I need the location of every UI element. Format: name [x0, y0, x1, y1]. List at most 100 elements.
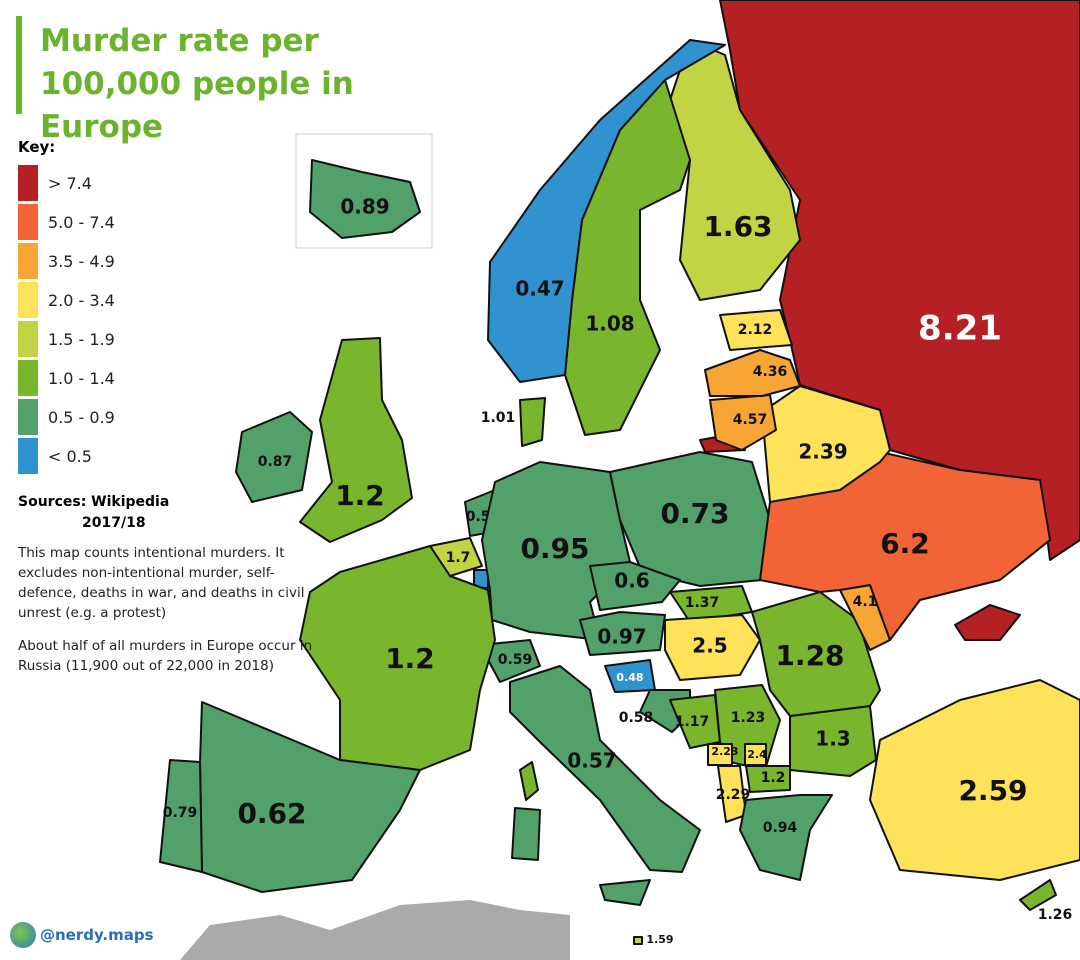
country-shape — [759, 451, 1051, 641]
sources: Sources: Wikipedia 2017/18 — [18, 492, 169, 534]
country-shape — [487, 39, 726, 383]
country: 1.59 — [633, 933, 674, 946]
country: 1.17 — [669, 694, 721, 749]
key-label: > 7.4 — [48, 173, 92, 193]
key-swatch — [18, 282, 38, 318]
key-label: 0.5 - 0.9 — [48, 407, 115, 427]
value-label: 0.95 — [520, 532, 589, 565]
country: 0.6 — [589, 561, 681, 611]
country-shape — [954, 604, 1021, 641]
key-item: 1.5 - 1.9 — [18, 321, 115, 357]
value-label: 0.73 — [660, 497, 729, 530]
key-label: 3.5 - 4.9 — [48, 251, 115, 271]
key-swatch — [18, 204, 38, 240]
country-shape — [704, 349, 801, 397]
value-label: 2.5 — [692, 634, 727, 658]
key-item: 3.5 - 4.9 — [18, 243, 115, 279]
value-label: 1.7 — [446, 550, 471, 566]
key-swatch — [18, 243, 38, 279]
country: 1.26 — [1019, 879, 1073, 923]
sources-period: 2017/18 — [82, 515, 146, 531]
value-label: 1.08 — [585, 312, 634, 336]
value-label: 1.2 — [335, 479, 385, 512]
value-label: 0.47 — [515, 277, 564, 301]
country: 0.87 — [235, 411, 313, 503]
value-label: 1.23 — [731, 710, 766, 726]
country: 2.4 — [744, 743, 767, 766]
key-swatch — [18, 321, 38, 357]
value-label: 1.26 — [1038, 907, 1073, 923]
country: 0.79 — [159, 759, 203, 873]
country: 0.95 — [481, 461, 631, 641]
value-label: 4.36 — [753, 364, 788, 380]
value-label: 0.87 — [258, 454, 293, 470]
country-shape — [664, 614, 761, 681]
key-swatch — [18, 360, 38, 396]
country-shape — [159, 759, 203, 873]
country-shape — [299, 545, 496, 771]
value-label: 2.23 — [711, 745, 738, 758]
country-shape — [751, 591, 881, 717]
country: 0.62 — [199, 701, 421, 893]
logo — [10, 922, 36, 948]
country: 4.36 — [704, 349, 801, 397]
country: 0.97 — [579, 611, 666, 656]
value-label: 4.57 — [733, 412, 768, 428]
country: 1.2 — [299, 337, 413, 543]
country: 0.94 — [739, 794, 833, 881]
title-bar — [16, 16, 22, 114]
value-label: 1.01 — [481, 410, 516, 426]
key-item: 2.0 - 3.4 — [18, 282, 115, 318]
value-label: 1.2 — [761, 770, 786, 786]
country: 6.2 — [759, 451, 1051, 641]
credit: @nerdy.maps — [40, 926, 154, 944]
country-shape — [761, 385, 891, 503]
value-label: 0.58 — [619, 710, 654, 726]
sources-label: Sources: Wikipedia — [18, 494, 170, 510]
country: 1.2 — [745, 765, 791, 793]
note: About half of all murders in Europe occu… — [18, 638, 313, 674]
country-shape — [1019, 879, 1057, 911]
country: 2.5 — [664, 614, 761, 681]
key-swatch — [18, 438, 38, 474]
value-label: 0.59 — [498, 652, 533, 668]
country: 1.2 — [299, 545, 539, 801]
country-shape — [719, 309, 793, 351]
country-shape — [519, 761, 539, 801]
country: 1.01 — [481, 397, 546, 447]
country-shape — [509, 665, 701, 873]
value-label: 2.12 — [738, 322, 773, 338]
key-item: 1.0 - 1.4 — [18, 360, 115, 396]
country-shape — [869, 679, 1080, 881]
value-label: 0.89 — [340, 195, 389, 219]
country: 1.7 — [429, 537, 483, 577]
country: 0.89 — [309, 159, 421, 239]
country: 2.39 — [761, 385, 891, 503]
value-label: 4.1 — [853, 594, 878, 610]
value-label: 1.3 — [815, 727, 850, 751]
title: Murder rate per 100,000 people in Europe — [40, 23, 354, 145]
value-label: 1.17 — [675, 714, 710, 730]
value-label: 2.29 — [716, 787, 751, 803]
country-shape — [235, 411, 313, 503]
country: 2.29 — [716, 765, 751, 823]
country-shape — [599, 879, 651, 906]
africa-coast — [180, 900, 570, 960]
country: 0.57 — [509, 665, 701, 906]
key-swatch — [18, 165, 38, 201]
country-shape — [309, 159, 421, 239]
country: 0.59 — [479, 639, 541, 683]
country: 1.3 — [789, 705, 877, 777]
country: 1.28 — [751, 591, 881, 717]
value-label: 1.28 — [775, 639, 844, 672]
value-label: 0.48 — [616, 671, 643, 684]
country: 2.59 — [869, 679, 1080, 881]
key-label: 5.0 - 7.4 — [48, 212, 115, 232]
iceland-box — [295, 133, 433, 249]
country: 0.47 — [487, 39, 726, 383]
key-label: < 0.5 — [48, 446, 92, 466]
key-label: 1.5 - 1.9 — [48, 329, 115, 349]
key-item: < 0.5 — [18, 438, 92, 474]
